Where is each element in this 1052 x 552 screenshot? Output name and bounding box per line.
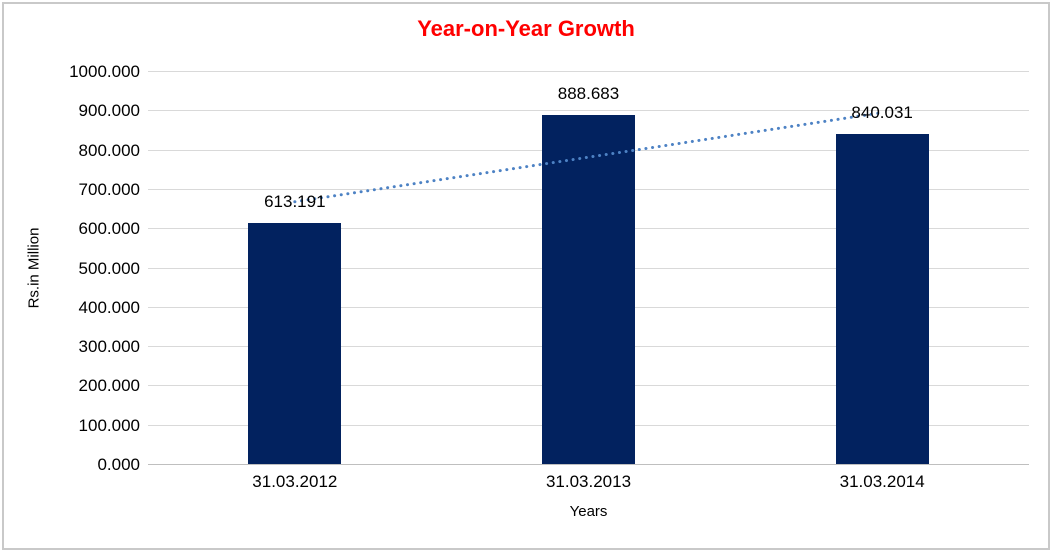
y-tick-label: 700.000 [78, 179, 140, 199]
gridline [148, 110, 1029, 112]
y-tick-label: 300.000 [78, 337, 140, 357]
bar-31.03.2013 [542, 114, 635, 464]
data-label: 613.191 [264, 192, 326, 212]
bar-31.03.2012 [248, 223, 342, 464]
y-tick-label: 100.000 [78, 415, 140, 435]
gridline [148, 71, 1029, 72]
y-tick-label: 900.000 [78, 101, 140, 121]
x-axis-line [148, 464, 1029, 465]
y-tick-label: 800.000 [78, 140, 140, 160]
y-tick-label: 600.000 [78, 219, 140, 239]
y-tick-label: 0.000 [97, 455, 140, 474]
y-tick-label: 1000.000 [69, 62, 140, 81]
x-tick-label: 31.03.2012 [252, 472, 338, 491]
x-tick-label: 31.03.2014 [839, 472, 925, 491]
chart-title: Year-on-Year Growth [417, 16, 635, 41]
data-label: 840.031 [851, 102, 913, 122]
y-tick-label: 500.000 [78, 258, 140, 278]
data-label: 888.683 [557, 83, 620, 103]
bar-31.03.2014 [835, 133, 929, 464]
y-tick-label: 200.000 [78, 376, 140, 396]
x-tick-label: 31.03.2013 [545, 472, 632, 491]
x-axis-title: Years [569, 503, 608, 520]
plot-area [148, 71, 1029, 465]
y-tick-label: 400.000 [78, 297, 140, 317]
